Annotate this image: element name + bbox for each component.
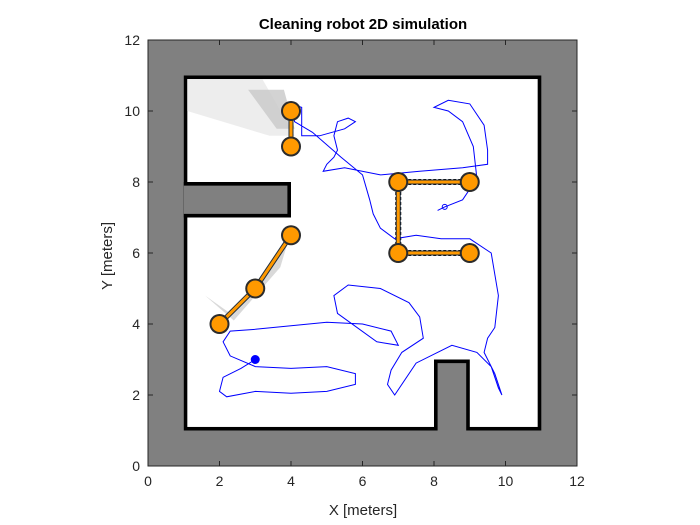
y-tick-label: 10 xyxy=(124,103,140,119)
graph-edge xyxy=(253,233,293,290)
x-tick-label: 8 xyxy=(430,473,438,489)
axes: 0 2 4 6 8 10 12 0 2 4 6 8 10 12 xyxy=(124,32,585,489)
x-tick-label: 0 xyxy=(144,473,152,489)
y-axis-label: Y [meters] xyxy=(99,222,116,290)
trajectory-end-marker xyxy=(441,203,448,210)
graph-node xyxy=(390,174,407,190)
chart-title: Cleaning robot 2D simulation xyxy=(259,16,467,33)
x-tick-label: 6 xyxy=(359,473,367,489)
y-tick-label: 0 xyxy=(132,458,140,474)
graph-node xyxy=(283,138,299,155)
y-tick-label: 4 xyxy=(132,316,140,332)
graph-node xyxy=(283,227,299,244)
y-tick-label: 2 xyxy=(132,387,140,403)
graph-node xyxy=(461,245,478,261)
map-explored-shading xyxy=(248,89,295,129)
x-tick-label: 12 xyxy=(569,473,585,489)
map-explored-shading xyxy=(205,231,291,321)
y-tick-label: 12 xyxy=(124,32,140,48)
graph-node xyxy=(390,245,407,261)
x-axis-label: X [meters] xyxy=(329,502,397,519)
x-tick-label: 4 xyxy=(287,473,295,489)
y-tick-label: 8 xyxy=(132,174,140,190)
x-tick-label: 10 xyxy=(498,473,514,489)
y-tick-label: 6 xyxy=(132,245,140,261)
robot-start-marker xyxy=(250,355,260,364)
graph-node xyxy=(461,174,478,190)
graph-node xyxy=(211,316,228,332)
map-left-wall-interior xyxy=(183,185,288,214)
plot-area xyxy=(148,40,577,466)
x-tick-label: 2 xyxy=(216,473,224,489)
map-bottom-wall-interior xyxy=(437,363,467,431)
graph-node xyxy=(247,280,264,297)
graph-node xyxy=(283,103,299,119)
robot-trajectory xyxy=(218,99,503,398)
